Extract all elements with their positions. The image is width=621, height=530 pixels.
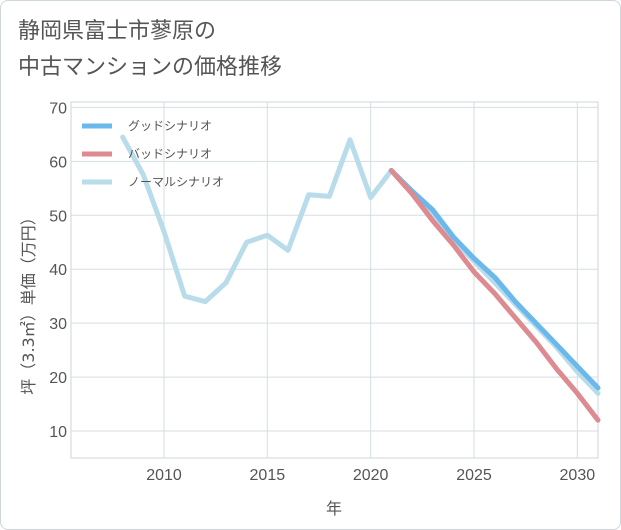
x-tick-label: 2025 xyxy=(456,467,492,484)
y-tick-label: 20 xyxy=(49,370,67,387)
y-tick-label: 30 xyxy=(49,316,67,333)
series-lines xyxy=(120,134,601,423)
series-line-1 xyxy=(388,168,601,423)
series-line-0 xyxy=(388,168,601,391)
y-tick-label: 70 xyxy=(49,100,67,117)
grid-lines xyxy=(71,102,598,458)
legend-label: バッドシナリオ xyxy=(128,147,212,161)
legend-label: ノーマルシナリオ xyxy=(128,175,224,189)
y-tick-label: 50 xyxy=(49,208,67,225)
y-tick-label: 40 xyxy=(49,262,67,279)
chart-title: 静岡県富士市蓼原の 中古マンションの価格推移 xyxy=(18,14,282,86)
x-tick-label: 2015 xyxy=(250,467,286,484)
x-axis-label: 年 xyxy=(326,499,342,518)
chart-title-line-1: 静岡県富士市蓼原の xyxy=(18,19,217,44)
x-tick-label: 2020 xyxy=(353,467,389,484)
y-tick-label: 60 xyxy=(49,154,67,171)
y-axis-label: 坪（3.3㎡）単価（万円） xyxy=(19,209,38,394)
x-tick-label: 2010 xyxy=(146,467,182,484)
y-tick-label: 10 xyxy=(49,424,67,441)
legend-label: グッドシナリオ xyxy=(128,119,212,133)
x-tick-label: 2030 xyxy=(560,467,596,484)
chart-title-line-2: 中古マンションの価格推移 xyxy=(18,55,283,80)
